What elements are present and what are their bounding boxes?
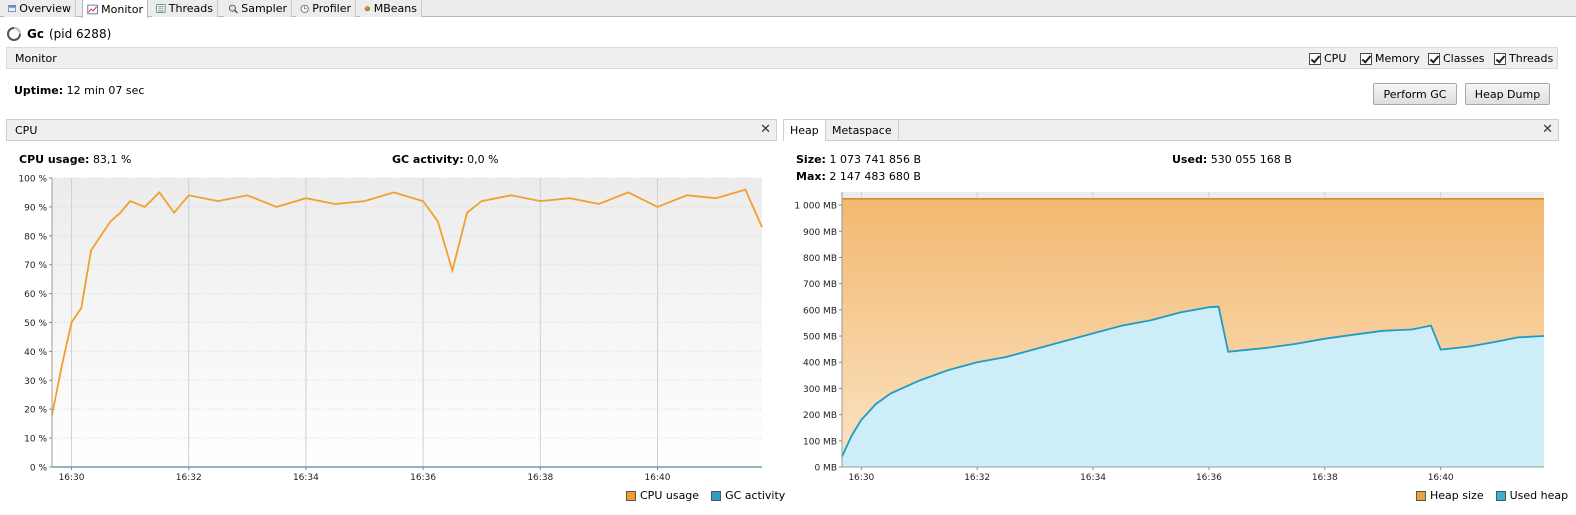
memory-checkbox[interactable]: Memory [1360,52,1420,65]
y-tick-label: 1 000 MB [794,202,837,212]
close-icon[interactable]: ✕ [1542,122,1553,137]
perform-gc-button[interactable]: Perform GC [1373,83,1457,105]
uptime-label: Uptime: [14,84,64,97]
cpu-panel-header: CPU ✕ [6,119,777,141]
sampler-icon [228,4,238,14]
tab-bar: Overview Monitor Threads Sampler Profile… [0,0,1576,18]
heap-size-value: 1 073 741 856 B [829,153,921,166]
y-tick-label: 500 MB [803,333,837,343]
x-tick-label: 16:34 [1080,473,1106,483]
checkbox-box[interactable] [1494,52,1506,65]
heap-size-swatch [1416,490,1426,501]
cpu-chart: 0 % 10 % 20 % 30 % 40 % 50 % 60 % 70 % 80 % 90 % 1… [18,175,763,483]
app-pid: (pid 6288) [48,27,112,41]
close-icon[interactable]: ✕ [760,122,771,137]
heap-size-stat: Size: 1 073 741 856 B [796,153,921,166]
cpu-checkbox[interactable]: CPU [1309,52,1346,65]
x-tick-label: 16:32 [964,473,990,483]
overview-icon [8,4,16,13]
gc-activity-swatch [711,490,722,501]
y-tick-label: 40 % [24,348,47,358]
x-tick-label: 16:30 [59,473,85,483]
y-tick-label: 400 MB [803,359,837,369]
tab-monitor[interactable]: Monitor [82,0,148,18]
heap-chart: 0 MB 100 MB 200 MB 300 MB 400 MB 500 MB 600 MB… [794,192,1545,483]
application-title: Gc (pid 6288) [6,25,111,43]
y-tick-label: 20 % [24,406,47,416]
cpu-usage-line [51,188,763,416]
tab-overview[interactable]: Overview [4,0,76,17]
x-tick-label: 16:34 [293,473,319,483]
x-tick-label: 16:40 [1428,473,1454,483]
profiler-icon [300,4,309,13]
cpu-usage-stat: CPU usage: 83,1 % [19,153,132,166]
y-tick-label: 200 MB [803,411,837,421]
y-tick-label: 90 % [24,203,47,213]
x-tick-label: 16:32 [176,473,202,483]
y-tick-label: 800 MB [803,254,837,264]
uptime-value: 12 min 07 sec [66,84,145,97]
y-tick-label: 60 % [24,290,47,300]
y-tick-label: 100 % [18,175,47,185]
used-heap-swatch [1495,490,1506,501]
tab-sampler[interactable]: Sampler [224,0,292,17]
heap-max-value: 2 147 483 680 B [829,170,921,183]
y-tick-label: 70 % [24,261,47,271]
uptime: Uptime: 12 min 07 sec [14,84,144,97]
cpu-usage-swatch [626,490,636,501]
y-tick-label: 0 MB [814,464,837,474]
used-heap-line [841,305,1545,457]
x-tick-label: 16:36 [410,473,436,483]
x-tick-label: 16:38 [527,473,553,483]
y-tick-label: 10 % [24,435,47,445]
threads-checkbox[interactable]: Threads [1494,52,1553,65]
tab-metaspace[interactable]: Metaspace [826,120,899,141]
checkbox-box[interactable] [1309,52,1321,65]
tab-heap[interactable]: Heap [784,120,826,141]
x-tick-label: 16:40 [645,473,671,483]
heap-dump-button[interactable]: Heap Dump [1465,83,1550,105]
y-tick-label: 600 MB [803,306,837,316]
cpu-panel-title: CPU [15,124,38,137]
y-tick-label: 80 % [24,232,47,242]
x-tick-label: 16:38 [1312,473,1338,483]
heap-legend: Heap size Used heap [1416,489,1568,502]
threads-icon [156,4,166,13]
heap-max-stat: Max: 2 147 483 680 B [796,170,921,183]
cpu-usage-value: 83,1 % [92,153,132,166]
heap-used-stat: Used: 530 055 168 B [1172,153,1292,166]
cpu-legend: CPU usage GC activity [626,489,785,502]
classes-checkbox[interactable]: Classes [1428,52,1484,65]
checkbox-box[interactable] [1360,52,1372,65]
monitor-icon [87,4,98,14]
mbeans-icon [364,6,371,12]
app-name: Gc [27,27,44,41]
monitor-label: Monitor [15,52,57,65]
heap-used-value: 530 055 168 B [1210,153,1292,166]
monitor-header: Monitor CPU Memory Classes Threads [6,47,1558,69]
x-tick-label: 16:30 [848,473,874,483]
tab-mbeans[interactable]: MBeans [360,0,422,17]
tab-profiler[interactable]: Profiler [296,0,356,17]
y-tick-label: 0 % [30,464,48,474]
y-tick-label: 700 MB [803,280,837,290]
used-heap-area [842,306,1544,467]
gc-activity-stat: GC activity: 0,0 % [392,153,499,166]
heap-panel-header: Heap Metaspace ✕ [783,119,1559,141]
checkbox-box[interactable] [1428,52,1440,65]
tab-threads[interactable]: Threads [152,0,218,17]
y-tick-label: 900 MB [803,228,837,238]
gc-activity-value: 0,0 % [467,153,499,166]
spinner-icon [7,27,21,41]
y-tick-label: 50 % [24,319,47,329]
y-tick-label: 100 MB [803,437,837,447]
x-tick-label: 16:36 [1196,473,1222,483]
y-tick-label: 30 % [24,377,47,387]
y-tick-label: 300 MB [803,385,837,395]
